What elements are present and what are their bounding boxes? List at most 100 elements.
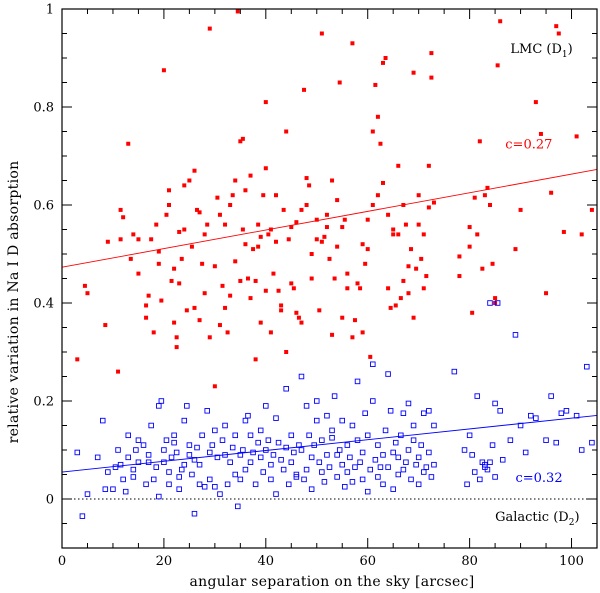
point-series-1 bbox=[457, 254, 462, 259]
point-series-2 bbox=[372, 457, 379, 463]
annotation-2: c=0.27 bbox=[505, 138, 552, 153]
point-series-1 bbox=[75, 357, 80, 362]
point-series-2 bbox=[390, 486, 396, 492]
point-series-2 bbox=[273, 415, 279, 421]
data-points bbox=[74, 9, 595, 519]
point-series-2 bbox=[102, 486, 109, 492]
point-series-1 bbox=[235, 9, 240, 14]
point-series-2 bbox=[150, 476, 157, 483]
point-series-1 bbox=[212, 384, 217, 389]
point-series-2 bbox=[181, 461, 188, 468]
point-series-1 bbox=[189, 244, 194, 249]
point-series-2 bbox=[115, 447, 121, 453]
point-series-1 bbox=[498, 19, 503, 24]
point-series-2 bbox=[191, 457, 198, 463]
point-series-2 bbox=[319, 437, 325, 443]
point-series-1 bbox=[228, 293, 233, 298]
point-series-2 bbox=[140, 442, 147, 448]
point-series-1 bbox=[319, 31, 324, 36]
point-series-2 bbox=[584, 363, 590, 370]
point-series-2 bbox=[364, 432, 371, 439]
point-series-1 bbox=[401, 203, 406, 207]
point-series-2 bbox=[451, 368, 458, 375]
point-series-1 bbox=[240, 136, 245, 141]
point-series-2 bbox=[512, 332, 519, 338]
point-series-2 bbox=[367, 466, 374, 473]
point-series-1 bbox=[258, 320, 263, 325]
point-series-2 bbox=[168, 454, 175, 461]
point-series-1 bbox=[156, 249, 161, 254]
point-series-1 bbox=[421, 232, 426, 237]
point-series-1 bbox=[146, 293, 151, 298]
point-series-2 bbox=[413, 461, 419, 468]
point-series-1 bbox=[103, 323, 108, 328]
point-series-1 bbox=[205, 222, 210, 227]
point-series-1 bbox=[411, 70, 416, 75]
point-series-2 bbox=[362, 410, 368, 417]
point-series-1 bbox=[335, 244, 340, 249]
point-series-2 bbox=[385, 464, 391, 470]
point-series-1 bbox=[330, 332, 335, 337]
point-series-2 bbox=[288, 432, 295, 439]
point-series-1 bbox=[337, 80, 342, 85]
point-series-2 bbox=[207, 476, 213, 483]
point-series-2 bbox=[207, 449, 213, 456]
point-series-1 bbox=[233, 259, 238, 264]
point-series-1 bbox=[388, 305, 393, 310]
point-series-2 bbox=[405, 447, 412, 453]
point-series-2 bbox=[344, 442, 351, 448]
point-series-1 bbox=[579, 232, 584, 237]
point-series-2 bbox=[181, 417, 188, 424]
point-series-1 bbox=[360, 330, 365, 335]
point-series-2 bbox=[578, 447, 585, 453]
point-series-2 bbox=[342, 484, 348, 490]
point-series-1 bbox=[317, 308, 322, 313]
point-series-1 bbox=[212, 264, 217, 269]
point-series-1 bbox=[217, 212, 222, 217]
point-series-1 bbox=[381, 180, 385, 185]
point-series-2 bbox=[161, 459, 167, 466]
point-series-1 bbox=[261, 193, 266, 198]
point-series-2 bbox=[306, 432, 312, 439]
point-series-2 bbox=[186, 442, 193, 448]
point-series-2 bbox=[563, 408, 570, 414]
y-tick-label: 1 bbox=[46, 3, 54, 18]
point-series-2 bbox=[553, 439, 559, 446]
point-series-1 bbox=[493, 296, 498, 301]
point-series-1 bbox=[279, 303, 284, 308]
point-series-2 bbox=[418, 442, 424, 448]
point-series-1 bbox=[289, 225, 294, 230]
point-series-1 bbox=[274, 193, 278, 198]
point-series-1 bbox=[243, 242, 248, 247]
point-series-2 bbox=[303, 466, 310, 473]
x-tick-label: 80 bbox=[461, 554, 478, 569]
point-series-2 bbox=[293, 471, 300, 478]
point-series-1 bbox=[358, 286, 363, 291]
y-tick-label: 0 bbox=[46, 493, 54, 508]
point-series-1 bbox=[177, 281, 182, 286]
point-series-1 bbox=[518, 207, 523, 212]
point-series-2 bbox=[247, 459, 254, 466]
point-series-1 bbox=[207, 26, 212, 31]
point-series-2 bbox=[301, 476, 307, 483]
point-series-1 bbox=[289, 281, 294, 286]
point-series-1 bbox=[118, 237, 123, 242]
point-series-2 bbox=[426, 408, 432, 414]
point-series-2 bbox=[288, 459, 295, 466]
point-series-1 bbox=[416, 222, 421, 227]
point-series-2 bbox=[405, 400, 412, 407]
point-series-2 bbox=[354, 437, 361, 443]
point-series-2 bbox=[240, 447, 246, 453]
point-series-1 bbox=[340, 315, 345, 320]
point-series-1 bbox=[401, 278, 406, 283]
point-series-2 bbox=[352, 464, 358, 470]
point-series-2 bbox=[324, 412, 330, 419]
point-series-1 bbox=[159, 298, 164, 303]
point-series-1 bbox=[302, 87, 307, 92]
point-series-2 bbox=[311, 442, 317, 448]
y-axis-title: relative variation in Na I D absorption bbox=[6, 161, 22, 444]
point-series-1 bbox=[230, 193, 235, 198]
point-series-1 bbox=[332, 276, 337, 281]
point-series-1 bbox=[253, 278, 258, 283]
